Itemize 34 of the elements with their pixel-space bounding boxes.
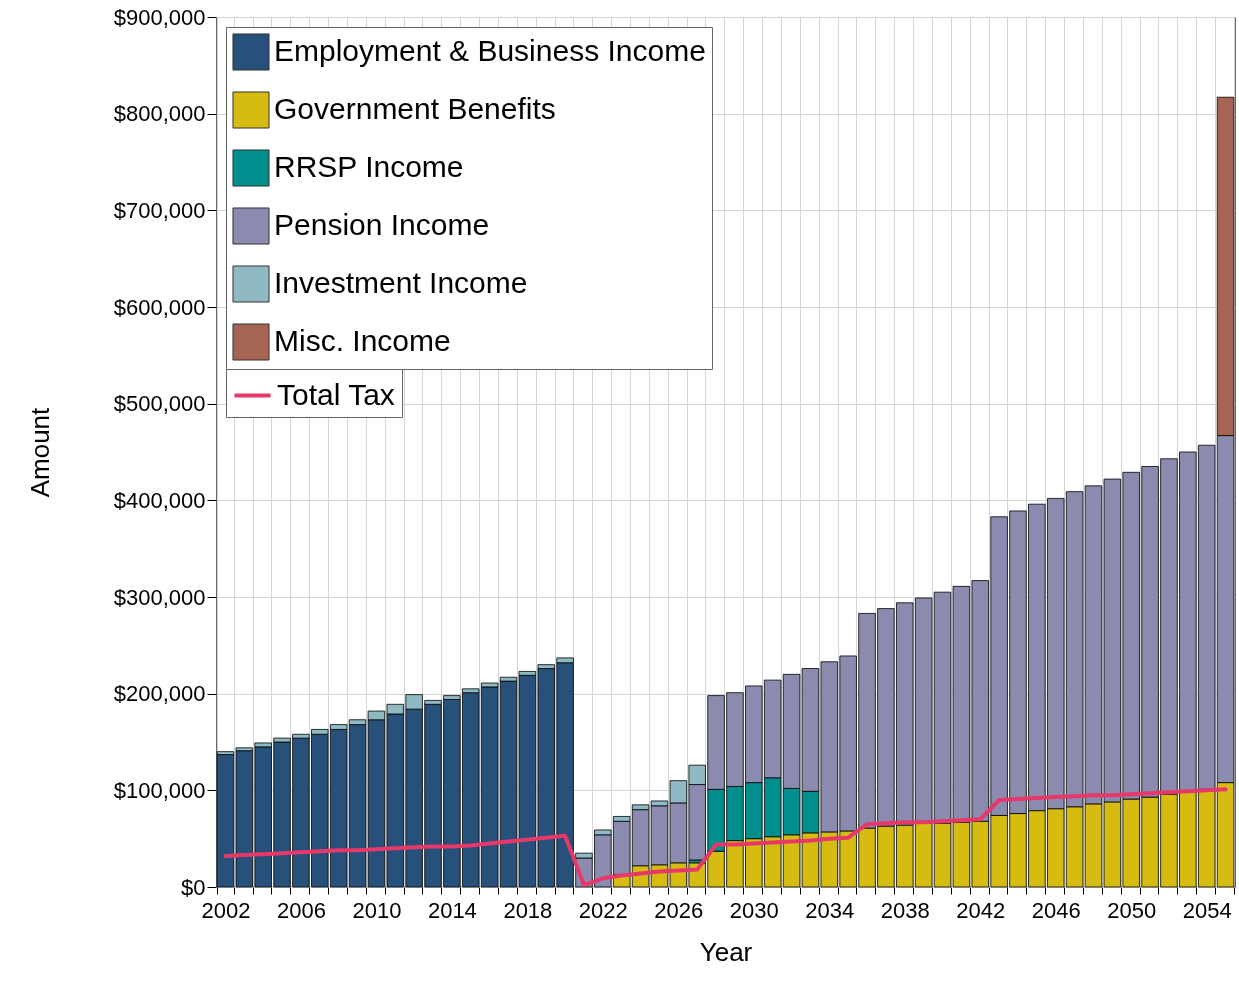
y-tick-label: $100,000 [113, 777, 206, 803]
legend-label: Employment & Business Income [274, 34, 706, 67]
x-axis-title: Year [699, 936, 753, 967]
y-tick-label: $0 [181, 874, 206, 900]
y-tick-label: $900,000 [113, 4, 206, 30]
y-tick-label: $400,000 [113, 487, 206, 513]
x-tick-label: 2030 [729, 897, 779, 923]
y-tick-label: $200,000 [113, 681, 206, 707]
legend-label: RRSP Income [274, 150, 464, 183]
legend-label: Total Tax [277, 377, 395, 411]
x-tick-label: 2014 [427, 897, 477, 923]
y-tick-label: $600,000 [113, 294, 206, 320]
legend-label: Government Benefits [274, 92, 556, 125]
x-tick-label: 2034 [805, 897, 855, 923]
x-tick-label: 2042 [956, 897, 1006, 923]
x-tick-label: 2006 [276, 897, 326, 923]
y-tick-label: $800,000 [113, 101, 206, 127]
x-tick-label: 2046 [1031, 897, 1081, 923]
line-series [223, 787, 1228, 888]
legend-label: Misc. Income [274, 324, 451, 357]
x-tick-label: 2026 [654, 897, 704, 923]
x-tick-label: 2054 [1182, 897, 1232, 923]
legend-label: Investment Income [274, 266, 528, 299]
y-axis-title: Amount [24, 406, 55, 498]
x-tick-label: 2022 [578, 897, 628, 923]
y-tick-label: $700,000 [113, 197, 206, 223]
legend-label: Pension Income [274, 208, 490, 241]
x-tick-label: 2010 [352, 897, 402, 923]
y-tick-label: $500,000 [113, 391, 206, 417]
x-tick-label: 2018 [503, 897, 553, 923]
x-tick-label: 2050 [1107, 897, 1157, 923]
x-tick-label: 2038 [880, 897, 930, 923]
y-tick-label: $300,000 [113, 584, 206, 610]
x-tick-label: 2002 [201, 897, 251, 923]
